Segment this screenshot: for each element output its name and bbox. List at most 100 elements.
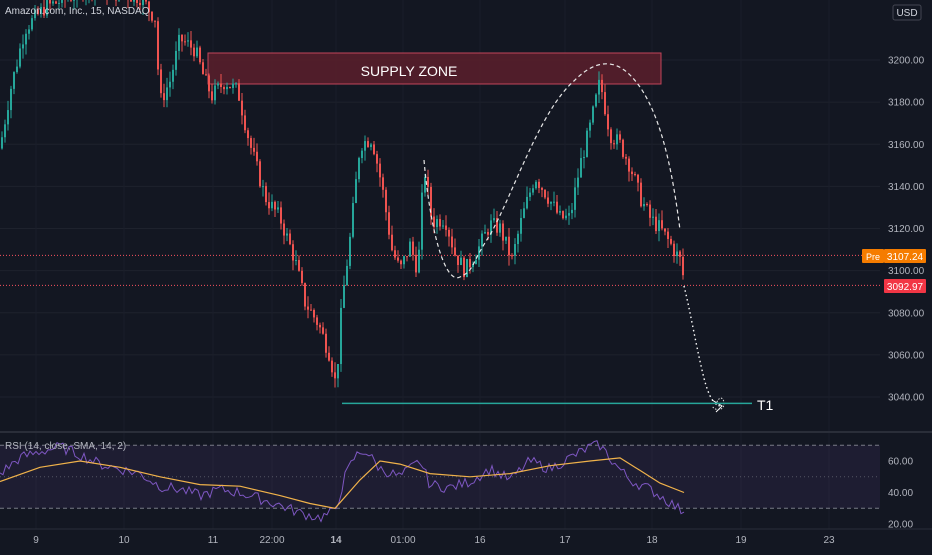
candle-body (229, 87, 231, 88)
candle-body (484, 232, 486, 234)
candle-body (205, 74, 207, 75)
candle-body (442, 226, 444, 227)
time-tick-label: 14 (330, 535, 342, 546)
candle-body (550, 202, 552, 204)
symbol-title[interactable]: Amazon.com, Inc., 15, NASDAQ (5, 6, 150, 17)
pre-market-tag: Pre (866, 252, 880, 262)
candle-body (547, 197, 549, 203)
candle-body (313, 310, 315, 317)
candle-body (661, 220, 663, 228)
last-price-value: 3092.97 (887, 282, 924, 293)
candle-body (583, 157, 585, 158)
candle-body (157, 21, 159, 69)
candle-body (598, 80, 600, 95)
candle-body (322, 327, 324, 333)
candle-body (283, 224, 285, 236)
candle-body (151, 12, 153, 21)
candle-body (256, 152, 258, 162)
candle-body (580, 158, 582, 178)
candle-body (466, 259, 468, 277)
price-tick-label: 3180.00 (888, 98, 925, 109)
candle-body (559, 211, 561, 213)
candle-body (625, 157, 627, 159)
candle-body (133, 0, 135, 2)
candle-body (196, 48, 198, 57)
candle-body (556, 202, 558, 213)
candle-body (481, 234, 483, 247)
candle-body (448, 230, 450, 237)
candle-body (142, 0, 144, 5)
candle-body (532, 188, 534, 192)
candle-body (136, 0, 138, 3)
candle-body (535, 182, 537, 188)
candle-body (439, 219, 441, 226)
price-tick-label: 3080.00 (888, 308, 925, 319)
price-tick-label: 3120.00 (888, 224, 925, 235)
candle-body (193, 48, 195, 57)
price-tick-label: 3100.00 (888, 266, 925, 277)
candle-body (667, 232, 669, 239)
candle-body (217, 83, 219, 85)
candle-body (664, 228, 666, 231)
candle-body (49, 0, 51, 3)
candle-body (259, 161, 261, 186)
candle-body (55, 1, 57, 3)
candle-body (187, 40, 189, 41)
candle-body (238, 83, 240, 100)
candle-body (274, 202, 276, 210)
candle-body (22, 44, 24, 48)
candle-body (640, 183, 642, 207)
candle-body (160, 69, 162, 93)
candle-body (631, 172, 633, 174)
candle-body (412, 242, 414, 255)
rsi-tick-label: 40.00 (888, 488, 913, 499)
candle-body (172, 70, 174, 82)
candle-body (373, 144, 375, 154)
candle-body (325, 334, 327, 353)
double-top-pattern-arc (424, 64, 680, 278)
candle-body (649, 205, 651, 218)
candle-body (145, 0, 147, 2)
candle-body (232, 83, 234, 87)
candle-body (376, 154, 378, 163)
candle-body (523, 208, 525, 218)
candle-body (304, 283, 306, 306)
candle-body (253, 148, 255, 152)
candle-body (214, 86, 216, 101)
projection-path (684, 286, 720, 406)
candle-body (337, 364, 339, 378)
candle-body (331, 361, 333, 373)
candle-body (502, 223, 504, 240)
candle-body (352, 203, 354, 237)
candle-body (679, 252, 681, 257)
candle-body (361, 151, 363, 158)
candle-body (424, 177, 426, 193)
candle-body (154, 21, 156, 22)
candle-body (10, 89, 12, 110)
candle-body (511, 255, 513, 256)
candle-body (499, 223, 501, 232)
candle-body (643, 204, 645, 206)
candle-body (223, 87, 225, 89)
candle-body (517, 234, 519, 244)
candle-body (619, 134, 621, 139)
candle-body (526, 197, 528, 208)
rsi-tick-label: 60.00 (888, 457, 913, 468)
candle-body (292, 244, 294, 260)
candle-body (610, 129, 612, 143)
price-axis[interactable]: 3040.003060.003080.003100.003120.003140.… (888, 56, 925, 404)
candle-body (163, 93, 165, 100)
candle-body (307, 307, 309, 310)
candle-body (646, 204, 648, 205)
currency-label: USD (896, 8, 917, 19)
candle-body (169, 82, 171, 88)
candle-body (220, 83, 222, 87)
candle-body (397, 258, 399, 261)
candle-body (316, 317, 318, 324)
candle-body (286, 234, 288, 236)
rsi-indicator-title[interactable]: RSI (14, close, SMA, 14, 2) (5, 441, 126, 452)
